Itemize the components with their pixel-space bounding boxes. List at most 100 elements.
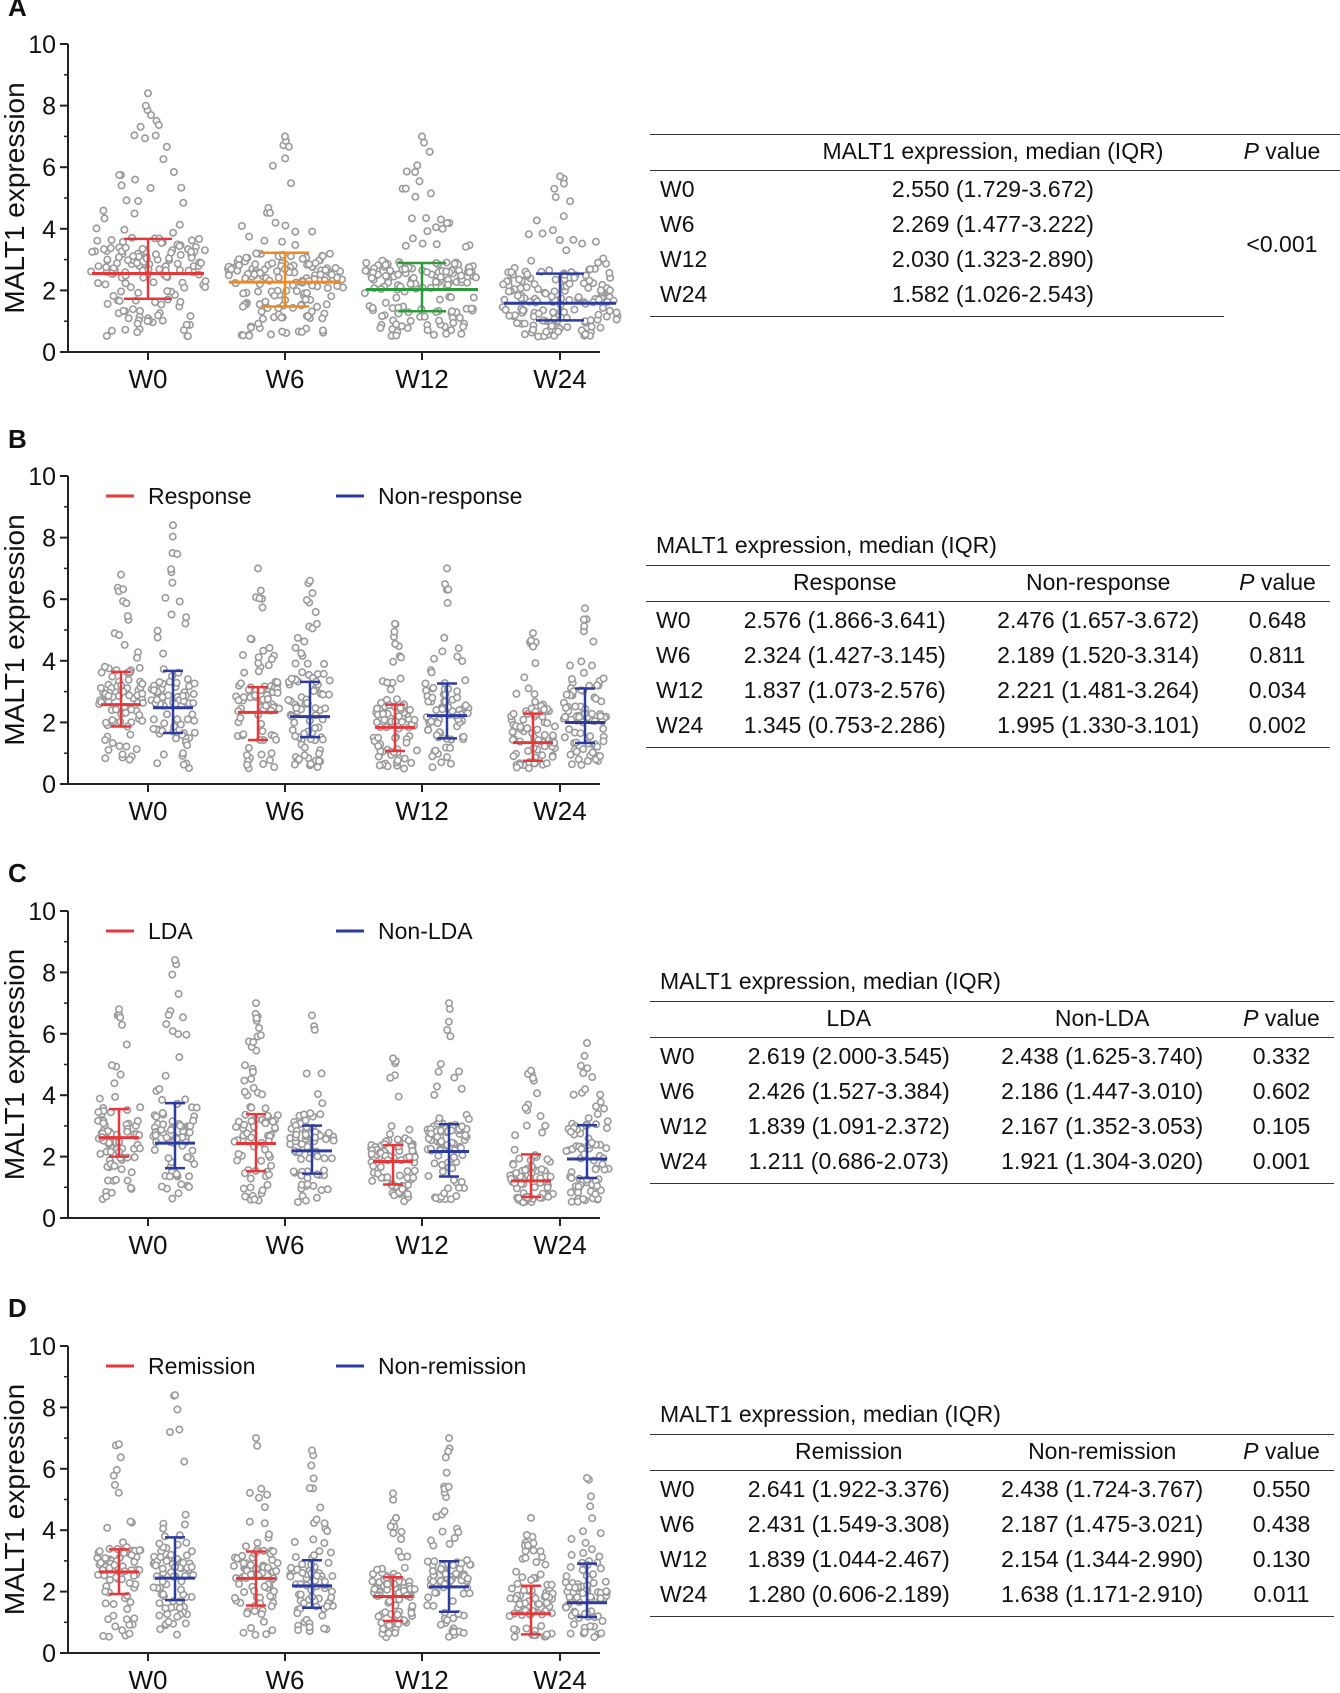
data-point	[155, 1539, 164, 1548]
data-point	[99, 1631, 108, 1640]
panel-d: D 0 2 4 6 8 10 MALT1 expression W0 W6 W12 W24 Remis…	[0, 1293, 1340, 1693]
table-cell: 2.476 (1.657-3.672)	[997, 607, 1200, 633]
data-point	[245, 232, 254, 241]
data-point	[267, 749, 276, 758]
row-label: W24	[650, 1576, 722, 1617]
data-point	[130, 1571, 139, 1580]
data-point	[570, 273, 579, 282]
data-point	[238, 302, 247, 311]
data-point	[110, 1561, 119, 1570]
data-point	[598, 303, 607, 312]
data-point	[411, 192, 420, 201]
data-point	[251, 1630, 260, 1639]
row-label: W6	[656, 642, 691, 668]
data-point	[559, 179, 568, 188]
data-point	[560, 308, 569, 317]
legend-label: Remission	[148, 1353, 255, 1379]
dot-cloud	[507, 629, 559, 773]
y-tick-label: 6	[42, 586, 56, 614]
data-point	[141, 134, 150, 143]
y-axis-label: MALT1 expression	[0, 514, 30, 745]
data-point	[265, 208, 274, 217]
data-point	[589, 1578, 598, 1587]
data-point	[555, 172, 564, 181]
data-point	[241, 1061, 250, 1070]
data-point	[180, 1457, 189, 1466]
data-point	[596, 712, 605, 721]
table-cell: 2.426 (1.527-3.384)	[747, 1078, 950, 1104]
data-point	[127, 705, 136, 714]
data-point	[507, 268, 516, 277]
data-point	[555, 236, 564, 245]
table-row: W12 1.839 (1.091-2.372) 2.167 (1.352-3.053…	[650, 1108, 1334, 1143]
data-point	[518, 306, 527, 315]
panel-letter: C	[8, 858, 27, 888]
data-point	[163, 287, 172, 296]
data-point	[294, 1626, 303, 1635]
data-point	[135, 1546, 144, 1555]
data-point	[401, 264, 410, 273]
data-point	[528, 1074, 537, 1083]
data-point	[580, 604, 589, 613]
data-point	[185, 1128, 194, 1137]
data-point	[596, 1594, 605, 1603]
data-point	[507, 1584, 516, 1593]
data-point	[252, 249, 261, 258]
x-tick-label: W24	[533, 796, 586, 826]
data-point	[396, 674, 405, 683]
data-point	[331, 263, 340, 272]
data-point	[544, 1192, 553, 1201]
data-point	[392, 320, 401, 329]
data-point	[444, 1184, 453, 1193]
data-point	[149, 278, 158, 287]
data-point	[258, 727, 267, 736]
data-point	[261, 701, 270, 710]
data-point	[175, 1053, 184, 1062]
x-tick-label: W12	[395, 364, 448, 394]
data-point	[591, 237, 600, 246]
data-point	[417, 132, 426, 141]
y-tick-label: 8	[42, 1394, 56, 1422]
table-cell: 2.431 (1.549-3.308)	[747, 1511, 950, 1537]
data-point	[443, 598, 452, 607]
data-point	[588, 1514, 597, 1523]
data-point	[95, 1547, 104, 1556]
data-point	[151, 1561, 160, 1570]
data-point	[400, 1563, 409, 1572]
data-point	[312, 1515, 321, 1524]
data-point	[423, 1601, 432, 1610]
data-point	[450, 259, 459, 268]
data-point	[532, 1558, 541, 1567]
data-point	[247, 1623, 256, 1632]
data-point	[120, 225, 129, 234]
data-point	[175, 1603, 184, 1612]
data-point	[562, 690, 571, 699]
data-point	[566, 750, 575, 759]
data-point	[394, 270, 403, 279]
data-point	[107, 1061, 116, 1070]
data-point	[449, 318, 458, 327]
data-point	[118, 1626, 127, 1635]
data-point	[305, 260, 314, 269]
data-point	[369, 1162, 378, 1171]
data-point	[109, 1611, 118, 1620]
data-point	[124, 314, 133, 323]
data-point	[578, 1589, 587, 1598]
table-cell: 1.280 (0.606-2.189)	[722, 1576, 976, 1617]
data-point	[392, 331, 401, 340]
data-point	[423, 326, 432, 335]
data-point	[179, 198, 188, 207]
data-point	[505, 311, 514, 320]
data-point	[189, 689, 198, 698]
data-point	[115, 171, 124, 180]
data-point	[100, 214, 109, 223]
data-point	[532, 1089, 541, 1098]
data-point	[156, 1553, 165, 1562]
data-point	[190, 679, 199, 688]
data-point	[172, 734, 181, 743]
data-point	[171, 956, 180, 965]
data-point	[174, 989, 183, 998]
data-point	[320, 659, 329, 668]
data-point	[320, 1624, 329, 1633]
data-point	[293, 1609, 302, 1618]
